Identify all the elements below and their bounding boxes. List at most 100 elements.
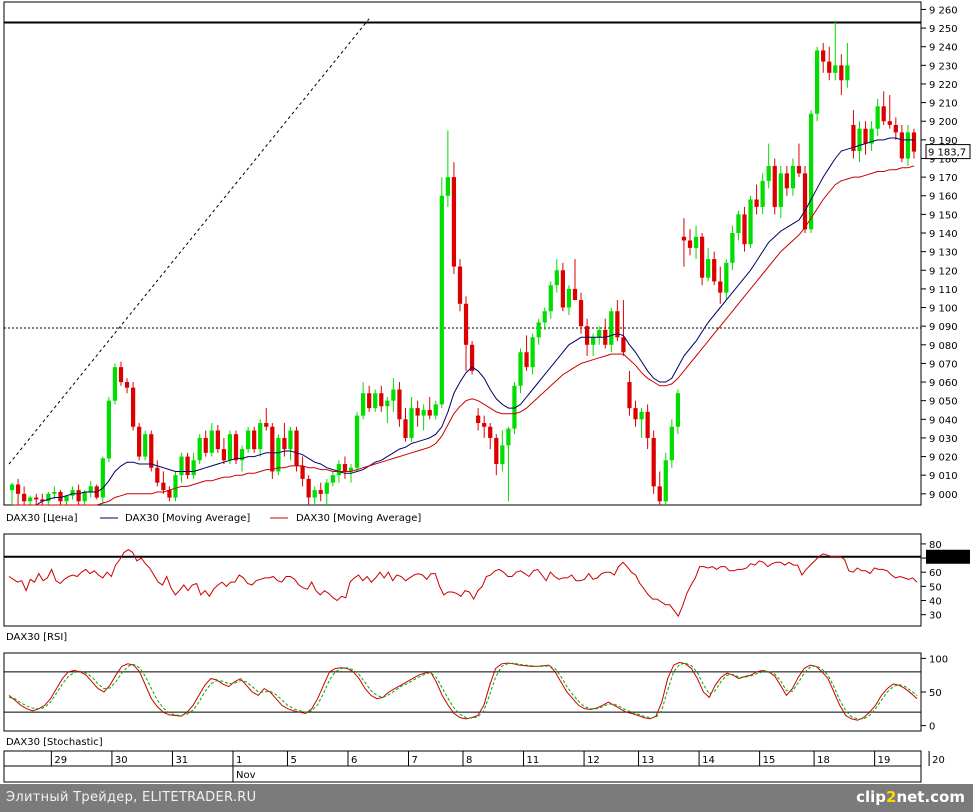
candle-body bbox=[155, 467, 160, 483]
candle-body bbox=[663, 460, 668, 502]
candle-body bbox=[209, 430, 214, 453]
rsi-level-label: 70,9228 bbox=[928, 553, 969, 564]
candle-body bbox=[760, 180, 765, 207]
candle-body bbox=[633, 408, 638, 420]
candle-body bbox=[651, 437, 656, 487]
date-label: 11 bbox=[527, 755, 540, 766]
logo-accent: 2 bbox=[886, 788, 897, 806]
candle-body bbox=[591, 337, 596, 345]
candle-body bbox=[409, 408, 414, 438]
candle-body bbox=[833, 65, 838, 73]
candle-body bbox=[718, 281, 723, 293]
stoch-tick-label: 0 bbox=[929, 722, 935, 733]
date-label: 5 bbox=[290, 755, 296, 766]
legend-stoch: DAX30 [Stochastic] bbox=[6, 737, 103, 748]
candle-body bbox=[790, 165, 796, 189]
ma-slow-line bbox=[12, 165, 915, 506]
candle-body bbox=[766, 165, 771, 181]
price-tick-label: 9 090 bbox=[929, 322, 958, 333]
candle-body bbox=[584, 326, 590, 345]
candle-body bbox=[46, 493, 51, 502]
rsi-tick-label: 60 bbox=[929, 568, 942, 579]
candle-body bbox=[354, 415, 360, 468]
candle-body bbox=[845, 65, 850, 81]
rsi-tick-label: 40 bbox=[929, 597, 942, 608]
stoch-tick-label: 50 bbox=[929, 688, 942, 699]
candle-body bbox=[312, 490, 317, 498]
candle-body bbox=[506, 428, 511, 446]
price-panel: 9 000 9 010 9 020 9 030 9 040 9 050 9 060 9 070… bbox=[3, 1, 971, 506]
price-tick-label: 9 060 bbox=[929, 378, 958, 389]
price-tick-label: 9 160 bbox=[929, 192, 958, 203]
candle-body bbox=[300, 465, 305, 479]
candle-body bbox=[433, 404, 438, 416]
date-label: 30 bbox=[115, 755, 128, 766]
candle-body bbox=[893, 124, 898, 133]
stoch-axis: 0 50 100 bbox=[921, 654, 948, 733]
price-tick-label: 9 230 bbox=[929, 61, 958, 72]
candle-body bbox=[421, 409, 426, 416]
price-tick-label: 9 000 bbox=[929, 490, 958, 501]
candle-body bbox=[621, 337, 626, 353]
candle-body bbox=[524, 352, 529, 368]
candle-body bbox=[397, 389, 402, 420]
candle-body bbox=[106, 400, 111, 459]
logo-main: clip bbox=[856, 788, 886, 806]
candle-body bbox=[415, 408, 420, 416]
candle-body bbox=[197, 437, 202, 461]
ma-fast-line bbox=[12, 137, 914, 506]
price-tick-label: 9 170 bbox=[929, 173, 958, 184]
price-tick-label: 9 050 bbox=[929, 397, 958, 408]
date-label: 14 bbox=[702, 755, 715, 766]
candle-body bbox=[802, 173, 808, 230]
candle-body bbox=[385, 400, 390, 407]
candle-body bbox=[627, 382, 632, 409]
candle-body bbox=[463, 303, 469, 345]
legend-price: DAX30 [Цена] bbox=[6, 513, 78, 524]
date-label: 19 bbox=[878, 755, 891, 766]
clip2net-logo[interactable]: clip2net.com bbox=[856, 788, 965, 806]
candle-body bbox=[294, 430, 299, 466]
candle-body bbox=[736, 214, 741, 234]
candle-body bbox=[391, 389, 396, 401]
moving-averages bbox=[12, 137, 915, 506]
price-tick-label: 9 140 bbox=[929, 229, 958, 240]
rsi-line bbox=[8, 549, 918, 618]
date-label: 29 bbox=[54, 755, 67, 766]
stoch-panel-frame bbox=[3, 652, 922, 732]
candle-body bbox=[52, 491, 57, 494]
candle-body bbox=[578, 300, 584, 327]
candle-body bbox=[730, 233, 735, 263]
legend-ma1: DAX30 [Moving Average] bbox=[125, 513, 250, 524]
candle-body bbox=[258, 423, 263, 450]
rsi-tick-label: 50 bbox=[929, 582, 942, 593]
candle-body bbox=[469, 344, 475, 371]
candle-body bbox=[361, 393, 366, 416]
date-label: 31 bbox=[175, 755, 188, 766]
candle-body bbox=[64, 495, 69, 502]
candle-body bbox=[427, 409, 432, 416]
candle-body bbox=[143, 434, 148, 457]
candle-body bbox=[40, 499, 45, 502]
stoch-d-line bbox=[8, 662, 918, 720]
price-tick-label: 9 220 bbox=[929, 80, 958, 91]
candle-body bbox=[161, 482, 166, 491]
candle-body bbox=[124, 382, 130, 388]
stoch-panel: 0 50 100 DAX30 [Stochastic] bbox=[3, 652, 948, 748]
rsi-axis: 30405060708070,9228 bbox=[921, 540, 970, 622]
candle-body bbox=[276, 437, 281, 472]
last-price-box bbox=[925, 144, 971, 160]
rsi-tick-label: 30 bbox=[929, 611, 942, 622]
candle-body bbox=[82, 491, 87, 502]
candle-body bbox=[494, 437, 499, 465]
candle-body bbox=[112, 367, 118, 401]
candle-body bbox=[536, 322, 541, 338]
candle-body bbox=[239, 449, 245, 461]
date-label: 8 bbox=[466, 755, 472, 766]
candle-body bbox=[669, 426, 674, 461]
price-tick-label: 9 020 bbox=[929, 453, 958, 464]
legend-ma2: DAX30 [Moving Average] bbox=[296, 513, 421, 524]
candle-body bbox=[706, 259, 711, 278]
candle-body bbox=[88, 486, 93, 492]
